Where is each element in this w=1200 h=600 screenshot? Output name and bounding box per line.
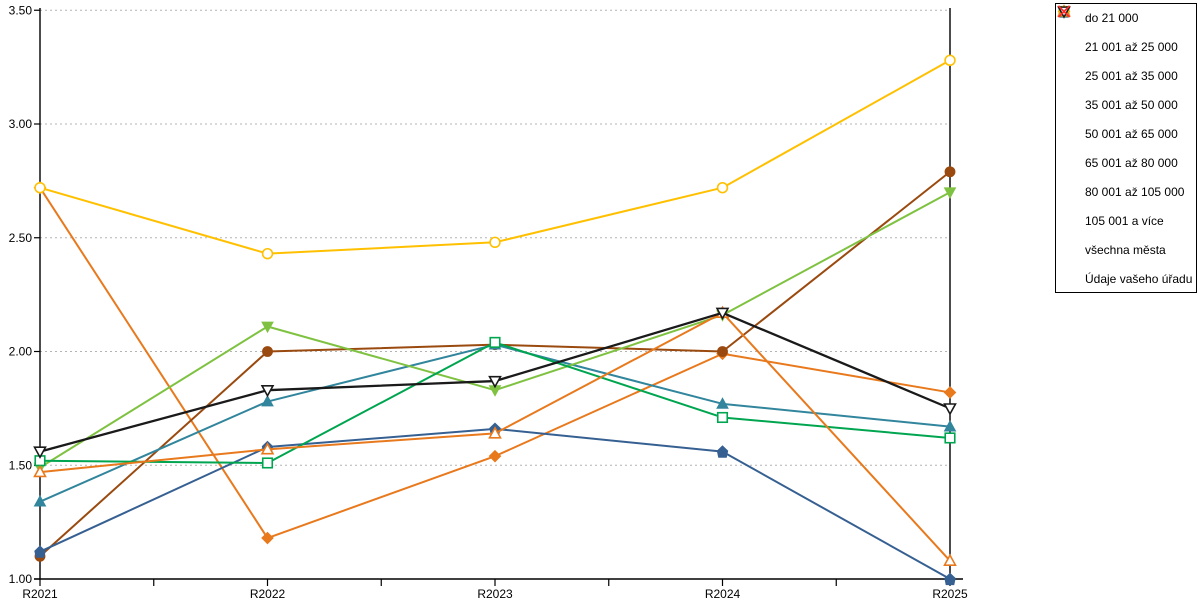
nabla-marker-icon — [1057, 6, 1080, 257]
data-point-marker — [261, 394, 274, 407]
data-point-marker — [943, 419, 957, 432]
series-line-6 — [39, 59, 951, 255]
legend-label: 21 001 až 25 000 — [1085, 39, 1178, 54]
x-axis-label: R2022 — [250, 587, 286, 600]
legend-label: 105 001 a více — [1085, 213, 1164, 228]
legend-item: 25 001 až 35 000 — [1057, 4, 1194, 83]
triangle-down-marker-icon — [1057, 6, 1080, 141]
legend-item: 105 001 a více — [1057, 4, 1194, 228]
legend-item: 65 001 až 80 000 — [1058, 5, 1194, 170]
x-marker — [1057, 5, 1071, 18]
data-point-marker — [944, 432, 956, 444]
data-point-marker — [944, 572, 956, 586]
x-axis-label: R2024 — [705, 587, 741, 600]
legend-item: 21 001 až 25 000 — [1058, 6, 1194, 54]
x-glyph — [1057, 5, 1071, 18]
circle-marker-icon — [1058, 6, 1080, 54]
data-point-marker — [261, 321, 274, 334]
y-axis-label: 1.50 — [9, 458, 33, 472]
y-axis-label: 1.00 — [9, 572, 33, 586]
y-axis-label: 3.50 — [9, 3, 33, 17]
data-point-marker — [943, 553, 957, 566]
pentagon-marker-icon — [1058, 5, 1080, 112]
chart-legend: do 21 000 21 001 až 25 000 25 001 až 35 … — [1055, 3, 1197, 293]
series-line-5 — [39, 341, 951, 464]
y-axis-label: 3.00 — [9, 117, 33, 131]
data-point-marker — [34, 181, 46, 194]
data-point-marker — [33, 446, 47, 459]
data-point-marker — [261, 247, 274, 260]
data-point-marker — [489, 336, 501, 348]
legend-item: 80 001 až 105 000 — [1058, 5, 1194, 199]
data-point-marker — [943, 187, 957, 199]
data-point-marker — [262, 346, 273, 357]
legend-label: Údaje vašeho úřadu — [1085, 271, 1193, 286]
data-point-marker — [716, 397, 729, 409]
data-point-marker — [260, 385, 275, 398]
x-marker-icon — [1057, 5, 1080, 286]
data-point-marker — [488, 426, 502, 439]
x-axis-label: R2025 — [932, 587, 968, 600]
data-point-marker — [716, 181, 729, 194]
legend-label: 65 001 až 80 000 — [1085, 155, 1178, 170]
data-point-marker — [943, 386, 957, 399]
data-point-marker — [944, 166, 956, 178]
y-axis-label: 2.00 — [9, 345, 33, 359]
y-axis-label: 2.50 — [9, 231, 33, 245]
legend-label: všechna města — [1085, 242, 1166, 257]
data-point-marker — [944, 54, 956, 67]
data-point-marker — [715, 307, 730, 321]
square-marker-icon — [1058, 5, 1080, 170]
data-point-marker — [716, 445, 729, 458]
data-point-marker — [33, 495, 47, 507]
legend-item: 50 001 až 65 000 — [1057, 6, 1194, 141]
data-point-marker — [260, 442, 275, 455]
open-circle-marker-icon — [1058, 5, 1080, 199]
legend-label: 35 001 až 50 000 — [1085, 97, 1178, 112]
x-axis-label: R2021 — [22, 587, 58, 600]
data-point-marker — [33, 464, 47, 478]
legend-label: 25 001 až 35 000 — [1085, 68, 1178, 83]
data-point-marker — [717, 346, 728, 357]
data-point-marker — [488, 449, 502, 463]
data-point-marker — [261, 457, 274, 469]
legend-label: 50 001 až 65 000 — [1085, 126, 1178, 141]
legend-label: do 21 000 — [1085, 10, 1139, 25]
legend-label: 80 001 až 105 000 — [1085, 184, 1185, 199]
data-point-marker — [716, 411, 729, 424]
data-point-marker — [489, 236, 501, 249]
data-point-marker — [261, 531, 274, 545]
open-triangle-marker-icon — [1057, 4, 1080, 228]
data-point-marker — [34, 545, 46, 558]
legend-item: Údaje vašeho úřadu — [1057, 5, 1194, 286]
data-point-marker — [943, 403, 957, 416]
legend-item: 35 001 až 50 000 — [1058, 5, 1194, 112]
triangle-up-marker-icon — [1057, 4, 1080, 83]
legend-item: všechna města — [1057, 6, 1194, 257]
series-line-1 — [39, 170, 951, 558]
data-point-marker — [488, 375, 502, 389]
x-axis-label: R2023 — [477, 587, 513, 600]
legend-item: do 21 000 — [1057, 5, 1194, 25]
